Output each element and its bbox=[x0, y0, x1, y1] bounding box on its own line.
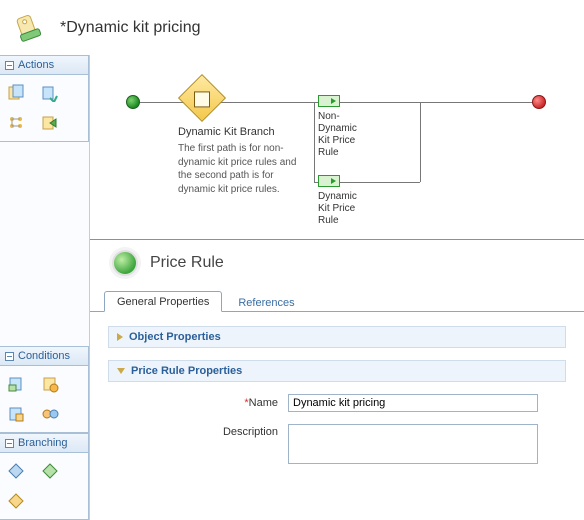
branch-node[interactable] bbox=[178, 74, 226, 122]
action-tool-1[interactable] bbox=[6, 83, 26, 103]
branch-tool-2[interactable] bbox=[40, 461, 60, 481]
price-rule-orb-icon bbox=[112, 250, 138, 276]
palette-branching: Branching bbox=[0, 433, 89, 520]
palette-label: Branching bbox=[18, 437, 68, 449]
rule-node-dynamic[interactable]: Dynamic Kit Price Rule bbox=[318, 175, 380, 227]
chevron-right-icon bbox=[117, 333, 123, 341]
tag-icon bbox=[10, 10, 46, 46]
palette-header-branching[interactable]: Branching bbox=[0, 434, 88, 453]
name-label: *Name bbox=[128, 397, 278, 409]
palette-header-conditions[interactable]: Conditions bbox=[0, 347, 88, 366]
details-panel: Price Rule General Properties References… bbox=[90, 240, 584, 520]
sidebar: Actions Conditions bbox=[0, 55, 90, 520]
page-title: *Dynamic kit pricing bbox=[60, 19, 200, 37]
tab-bar: General Properties References bbox=[90, 288, 584, 312]
rule-node-non-dynamic[interactable]: Non- Dynamic Kit Price Rule bbox=[318, 95, 380, 159]
section-label: Object Properties bbox=[129, 331, 221, 343]
error-node[interactable] bbox=[532, 95, 546, 109]
branch-node-text: Dynamic Kit Branch The first path is for… bbox=[178, 126, 306, 196]
collapse-icon bbox=[5, 61, 14, 70]
branch-tool-3[interactable] bbox=[6, 491, 26, 511]
palette-actions: Actions bbox=[0, 55, 89, 142]
section-object-properties[interactable]: Object Properties bbox=[108, 326, 566, 348]
rule-node-label: Dynamic Kit Price Rule bbox=[318, 191, 357, 227]
action-tool-3[interactable] bbox=[6, 113, 26, 133]
action-tool-4[interactable] bbox=[40, 113, 60, 133]
description-input[interactable] bbox=[288, 424, 538, 464]
cond-tool-4[interactable] bbox=[40, 404, 60, 424]
start-node[interactable] bbox=[126, 95, 140, 109]
workflow-canvas[interactable]: Dynamic Kit Branch The first path is for… bbox=[90, 55, 584, 240]
rule-node-icon bbox=[318, 95, 340, 107]
section-price-rule-properties[interactable]: Price Rule Properties bbox=[108, 360, 566, 382]
cond-tool-3[interactable] bbox=[6, 404, 26, 424]
tab-references[interactable]: References bbox=[226, 293, 306, 312]
action-tool-2[interactable] bbox=[40, 83, 60, 103]
page-header: *Dynamic kit pricing bbox=[0, 0, 584, 55]
branch-tool-1[interactable] bbox=[6, 461, 26, 481]
name-input[interactable] bbox=[288, 394, 538, 412]
cond-tool-1[interactable] bbox=[6, 374, 26, 394]
cond-tool-2[interactable] bbox=[40, 374, 60, 394]
section-label: Price Rule Properties bbox=[131, 365, 242, 377]
branch-description: The first path is for non-dynamic kit pr… bbox=[178, 142, 306, 196]
details-title: Price Rule bbox=[150, 254, 224, 272]
chevron-down-icon bbox=[117, 368, 125, 374]
collapse-icon bbox=[5, 439, 14, 448]
description-label: Description bbox=[128, 424, 278, 438]
rule-node-label: Non- Dynamic Kit Price Rule bbox=[318, 111, 357, 159]
palette-label: Conditions bbox=[18, 350, 70, 362]
branch-title: Dynamic Kit Branch bbox=[178, 126, 306, 138]
rule-node-icon bbox=[318, 175, 340, 187]
collapse-icon bbox=[5, 352, 14, 361]
palette-label: Actions bbox=[18, 59, 54, 71]
palette-conditions: Conditions bbox=[0, 346, 89, 433]
tab-general[interactable]: General Properties bbox=[104, 291, 222, 312]
palette-header-actions[interactable]: Actions bbox=[0, 56, 88, 75]
